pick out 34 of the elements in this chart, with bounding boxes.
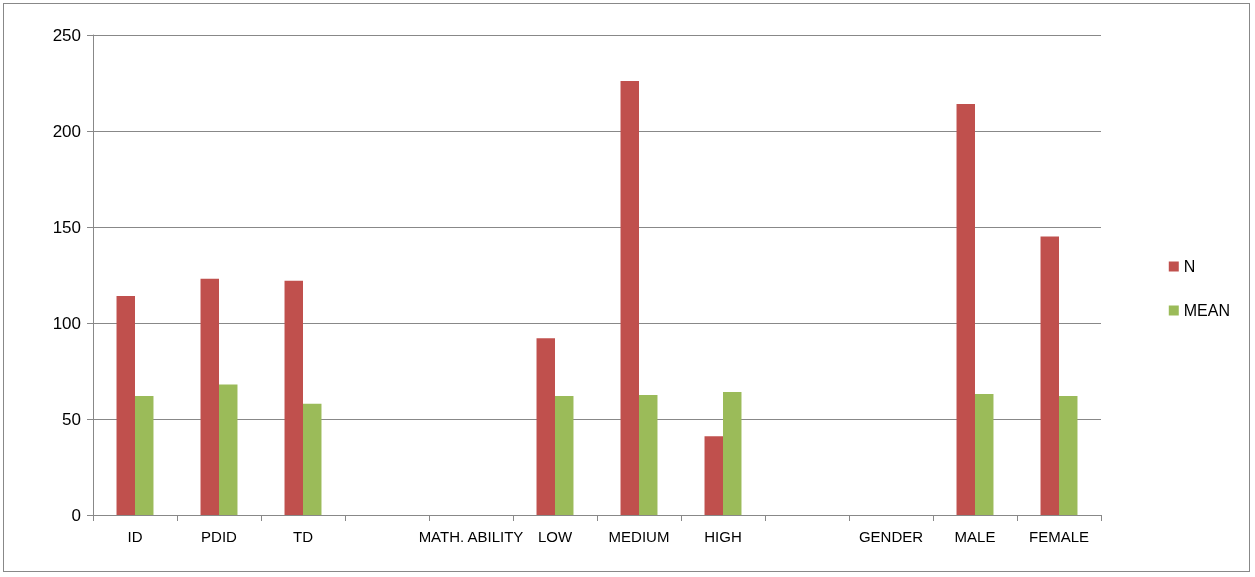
- x-tick-label: LOW: [537, 528, 573, 545]
- y-tick-label: 250: [52, 25, 81, 45]
- x-tick-label: FEMALE: [1028, 528, 1090, 545]
- x-tick-label: HIGH: [704, 528, 742, 545]
- bar: [200, 278, 219, 515]
- bar: [116, 296, 135, 515]
- legend-label: N: [1183, 258, 1196, 275]
- bar: [704, 436, 723, 515]
- y-tick-label: 200: [52, 121, 81, 141]
- bar: [956, 104, 975, 515]
- x-tick-label: GENDER: [858, 528, 924, 545]
- bar: [1040, 236, 1059, 515]
- y-tick-label: 0: [71, 505, 81, 525]
- bar: [219, 384, 238, 515]
- x-tick-label: PDID: [201, 528, 238, 545]
- y-tick-label: 100: [52, 313, 81, 333]
- bar: [620, 81, 639, 515]
- bar: [536, 338, 555, 515]
- bar: [975, 394, 994, 515]
- legend-label: MEAN: [1183, 302, 1231, 319]
- x-tick-label: MEDIUM: [608, 528, 670, 545]
- bar: [639, 395, 658, 515]
- bar: [303, 403, 322, 515]
- bar: [135, 395, 154, 515]
- bar: [1059, 395, 1078, 515]
- y-tick-label: 50: [62, 409, 81, 429]
- x-tick-label: MALE: [954, 528, 996, 545]
- bar: [723, 392, 742, 515]
- y-tick-label: 150: [52, 217, 81, 237]
- bar: [284, 280, 303, 515]
- x-tick-label: ID: [127, 528, 143, 545]
- x-tick-label: MATH. ABILITY: [418, 528, 524, 545]
- bar: [555, 395, 574, 515]
- x-tick-label: TD: [293, 528, 314, 545]
